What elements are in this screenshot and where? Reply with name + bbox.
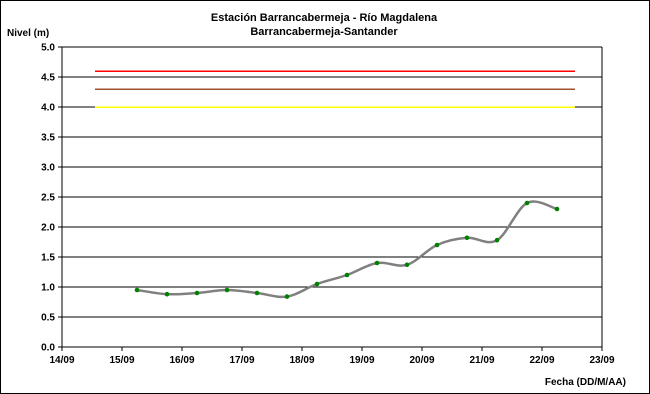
y-axis-ticks: 0.0 0.5 1.0 1.5 2.0 2.5 3.0 3.5 4.0 4.5 5.0 <box>41 43 62 354</box>
data-point-1 <box>164 291 170 297</box>
x-tick-label-2: 16/09 <box>169 355 194 366</box>
data-point-8 <box>374 260 380 266</box>
data-point-4 <box>254 290 260 296</box>
y-tick-label-2: 1.0 <box>41 283 55 294</box>
x-tick-label-8: 22/09 <box>529 355 554 366</box>
data-point-14 <box>554 206 560 212</box>
y-tick-label-0: 0.0 <box>41 343 55 354</box>
x-tick-label-3: 17/09 <box>229 355 254 366</box>
y-tick-label-6: 3.0 <box>41 163 55 174</box>
x-tick-label-9: 23/09 <box>589 355 614 366</box>
y-tick-label-3: 1.5 <box>41 253 55 264</box>
y-tick-label-10: 5.0 <box>41 43 55 54</box>
x-axis-ticks: 14/09 15/09 16/09 17/09 18/09 19/09 20/09 21/09… <box>49 347 615 366</box>
data-point-5 <box>284 294 290 299</box>
y-tick-label-4: 2.0 <box>41 223 55 234</box>
y-axis-label: Nivel (m) <box>7 28 49 39</box>
data-point-9 <box>404 262 410 268</box>
y-tick-label-9: 4.5 <box>41 73 55 84</box>
data-point-2 <box>194 290 200 296</box>
chart-title: Estación Barrancabermeja - Río Magdalena <box>211 12 438 24</box>
x-tick-label-5: 19/09 <box>349 355 374 366</box>
x-tick-label-6: 20/09 <box>409 355 434 366</box>
x-tick-label-1: 15/09 <box>109 355 134 366</box>
x-tick-label-0: 14/09 <box>49 355 74 366</box>
y-tick-label-1: 0.5 <box>41 313 55 324</box>
data-point-6 <box>314 281 320 287</box>
data-point-12 <box>494 237 500 243</box>
y-tick-label-7: 3.5 <box>41 133 55 144</box>
data-series <box>134 200 560 299</box>
data-point-7 <box>344 272 350 278</box>
data-point-3 <box>224 287 230 293</box>
x-axis-label: Fecha (DD/M/AA) <box>545 377 626 388</box>
data-point-10 <box>434 242 440 248</box>
chart-subtitle: Barrancabermeja-Santander <box>250 26 398 38</box>
threshold-lines <box>95 70 575 108</box>
data-point-0 <box>134 287 140 293</box>
data-point-11 <box>464 235 470 241</box>
y-tick-label-8: 4.0 <box>41 103 55 114</box>
x-tick-label-7: 21/09 <box>469 355 494 366</box>
data-point-13 <box>524 200 530 206</box>
y-tick-label-5: 2.5 <box>41 193 55 204</box>
x-tick-label-4: 18/09 <box>289 355 314 366</box>
